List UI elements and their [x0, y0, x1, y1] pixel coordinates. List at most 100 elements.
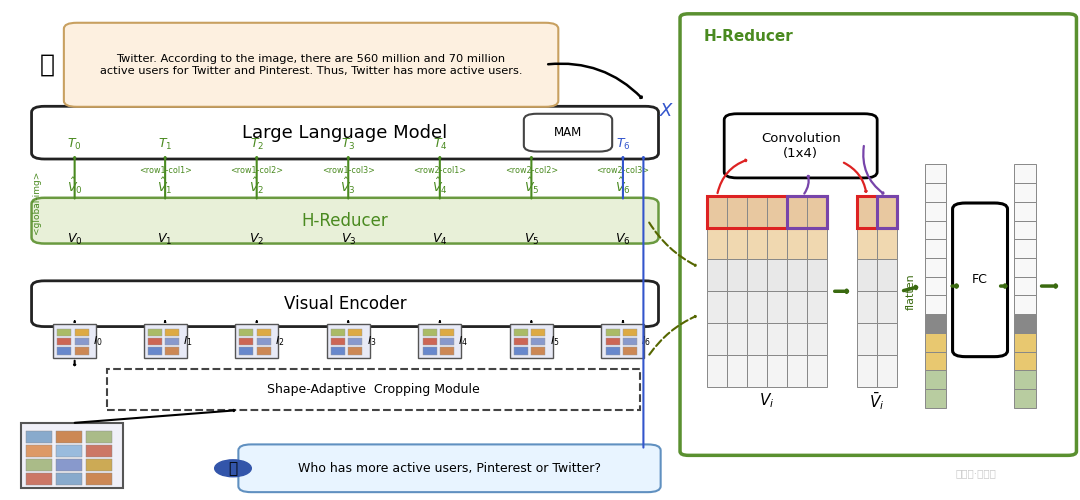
Bar [53, 324, 96, 358]
Bar [767, 228, 786, 260]
Bar [856, 260, 877, 292]
Bar [727, 196, 747, 228]
Text: <row2-col3>: <row2-col3> [596, 166, 649, 175]
Bar [877, 196, 896, 228]
Bar [348, 348, 362, 355]
Text: <row1-col1>: <row1-col1> [138, 166, 191, 175]
Text: <global-img>: <global-img> [32, 171, 41, 234]
Text: $V_5$: $V_5$ [524, 232, 539, 246]
Text: $I_4$: $I_4$ [458, 334, 468, 348]
Bar [422, 328, 436, 336]
Bar [747, 260, 767, 292]
Bar [422, 348, 436, 355]
Text: $V_i$: $V_i$ [759, 392, 774, 410]
Bar [148, 348, 162, 355]
Bar [856, 196, 877, 228]
Bar [57, 338, 71, 345]
Bar [75, 338, 89, 345]
Text: $V_1$: $V_1$ [158, 232, 173, 246]
Bar [606, 328, 620, 336]
FancyBboxPatch shape [31, 198, 659, 244]
Bar [707, 228, 727, 260]
Bar [807, 292, 826, 323]
Bar [807, 260, 826, 292]
Bar [1014, 258, 1036, 276]
Text: <row2-col2>: <row2-col2> [504, 166, 558, 175]
Text: Shape-Adaptive  Cropping Module: Shape-Adaptive Cropping Module [267, 383, 480, 396]
Text: 🦉: 🦉 [40, 52, 55, 76]
Bar [924, 240, 946, 258]
FancyBboxPatch shape [64, 23, 558, 107]
Bar [924, 296, 946, 314]
Bar [767, 260, 786, 292]
Bar [440, 338, 454, 345]
Bar [707, 323, 727, 355]
Bar [240, 348, 254, 355]
Bar [924, 370, 946, 389]
Bar [348, 338, 362, 345]
Bar [1014, 202, 1036, 220]
Bar [86, 445, 112, 457]
Bar [747, 196, 767, 228]
Bar [1014, 370, 1036, 389]
Bar [786, 196, 807, 228]
Bar [877, 196, 896, 228]
Bar [924, 258, 946, 276]
Bar [747, 228, 767, 260]
Bar [856, 323, 877, 355]
Text: $T_3$: $T_3$ [341, 136, 355, 152]
Text: MAM: MAM [554, 126, 582, 139]
Bar [1014, 296, 1036, 314]
Bar [348, 328, 362, 336]
Text: <row1-col2>: <row1-col2> [230, 166, 283, 175]
Bar [330, 328, 345, 336]
Bar [623, 328, 637, 336]
FancyBboxPatch shape [31, 281, 659, 326]
Bar [75, 328, 89, 336]
Bar [165, 348, 179, 355]
Bar [807, 228, 826, 260]
Bar [623, 338, 637, 345]
Bar [786, 228, 807, 260]
Bar [924, 202, 946, 220]
Text: FC: FC [972, 274, 988, 286]
Text: $I_6$: $I_6$ [642, 334, 651, 348]
Text: $\hat{V}_6$: $\hat{V}_6$ [616, 176, 631, 197]
Bar [767, 292, 786, 323]
Bar [418, 324, 461, 358]
Text: $T_5$: $T_5$ [524, 136, 539, 152]
Bar [747, 323, 767, 355]
Bar [148, 328, 162, 336]
Text: $\hat{V}_0$: $\hat{V}_0$ [67, 176, 82, 197]
Text: $T_2$: $T_2$ [249, 136, 264, 152]
Bar [786, 323, 807, 355]
Bar [924, 389, 946, 407]
Circle shape [215, 460, 252, 476]
Bar [86, 473, 112, 484]
Bar [1014, 276, 1036, 295]
Text: <row1-col3>: <row1-col3> [322, 166, 375, 175]
Bar [877, 292, 896, 323]
Bar [707, 355, 727, 386]
Bar [807, 196, 826, 228]
Bar [877, 228, 896, 260]
Bar [514, 328, 528, 336]
Bar [26, 459, 52, 471]
Text: $I_0$: $I_0$ [93, 334, 103, 348]
FancyBboxPatch shape [524, 114, 612, 152]
Bar [924, 276, 946, 295]
Bar [924, 164, 946, 183]
Bar [747, 292, 767, 323]
Text: $I_5$: $I_5$ [550, 334, 559, 348]
Text: $V_3$: $V_3$ [340, 232, 356, 246]
Text: $T_1$: $T_1$ [158, 136, 173, 152]
FancyBboxPatch shape [680, 14, 1077, 456]
Text: H-Reducer: H-Reducer [704, 28, 794, 44]
Text: $X$: $X$ [660, 102, 675, 120]
Text: $\hat{V}_5$: $\hat{V}_5$ [524, 176, 539, 197]
FancyBboxPatch shape [725, 114, 877, 178]
Bar [727, 355, 747, 386]
Bar [707, 196, 727, 228]
Bar [1014, 333, 1036, 351]
Bar [856, 228, 877, 260]
